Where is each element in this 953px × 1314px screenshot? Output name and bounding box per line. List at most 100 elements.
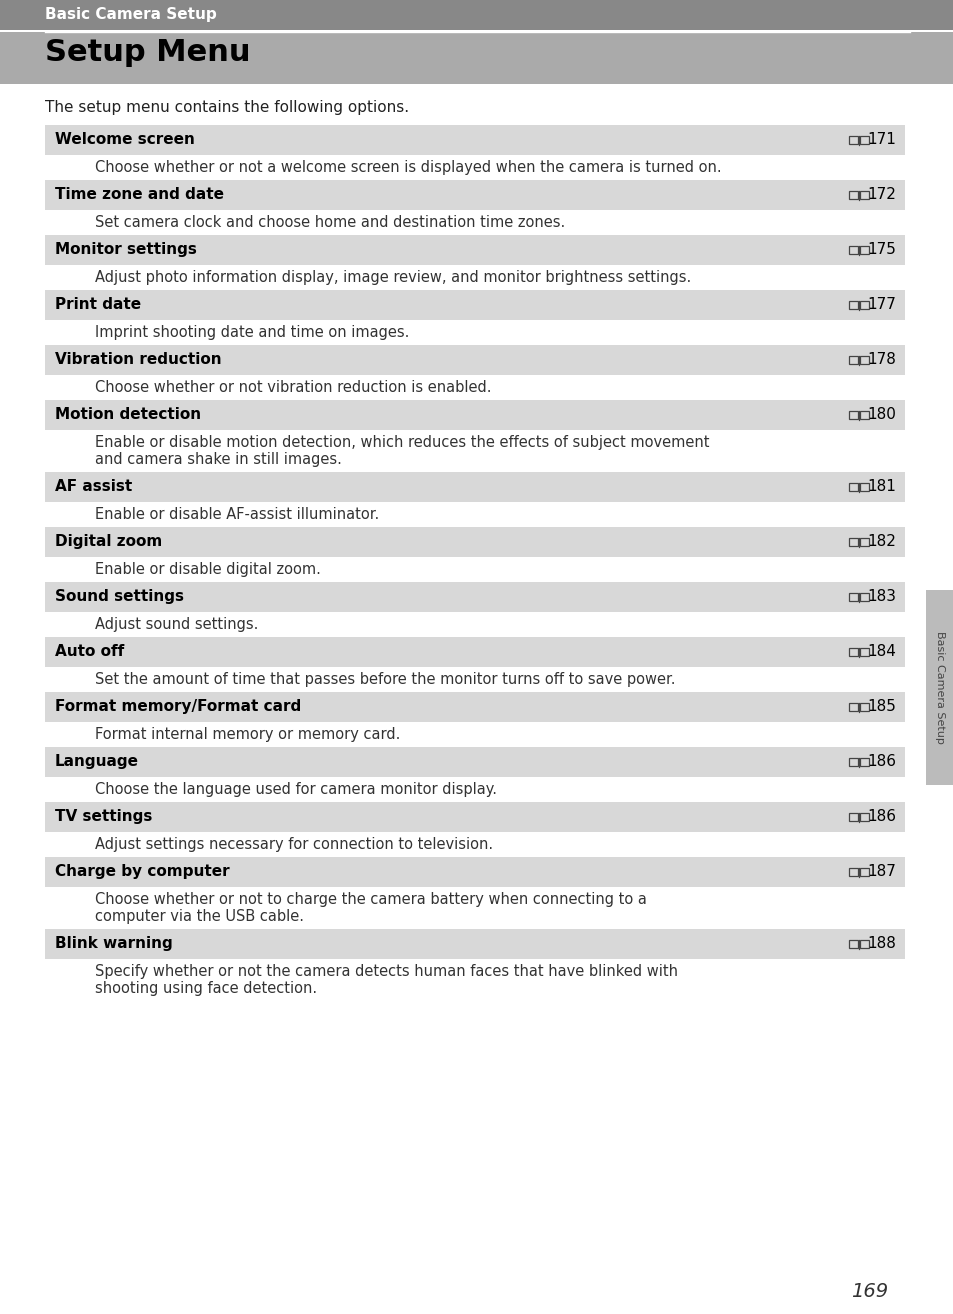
Text: 183: 183	[866, 589, 895, 604]
Bar	[45, 637, 904, 668]
Text: Format memory/Format card: Format memory/Format card	[55, 699, 301, 714]
Text: 184: 184	[866, 644, 895, 660]
Text: TV settings: TV settings	[55, 809, 152, 824]
Bar	[45, 692, 904, 721]
Bar	[848, 813, 858, 821]
Text: Digital zoom: Digital zoom	[55, 533, 162, 549]
Bar	[859, 941, 867, 947]
Text: 175: 175	[866, 242, 895, 258]
Text: Print date: Print date	[55, 297, 141, 311]
Bar	[848, 356, 858, 364]
Bar	[0, 0, 953, 30]
Text: Basic Camera Setup: Basic Camera Setup	[45, 7, 216, 22]
Bar	[848, 703, 858, 711]
Bar	[848, 301, 858, 309]
Bar	[848, 648, 858, 656]
Text: Choose whether or not vibration reduction is enabled.: Choose whether or not vibration reductio…	[95, 380, 491, 396]
Text: 186: 186	[866, 809, 895, 824]
Bar	[925, 590, 953, 784]
Bar	[45, 346, 904, 374]
Bar	[859, 539, 867, 545]
Bar	[848, 192, 858, 198]
Bar	[45, 180, 904, 210]
Text: 185: 185	[866, 699, 895, 714]
Bar	[859, 356, 867, 364]
Text: AF assist: AF assist	[55, 480, 132, 494]
Text: Choose the language used for camera monitor display.: Choose the language used for camera moni…	[95, 782, 497, 798]
Bar	[848, 411, 858, 419]
Bar	[848, 137, 858, 143]
Text: 182: 182	[866, 533, 895, 549]
Text: 178: 178	[866, 352, 895, 367]
Text: Adjust settings necessary for connection to television.: Adjust settings necessary for connection…	[95, 837, 493, 851]
Text: and camera shake in still images.: and camera shake in still images.	[95, 452, 341, 466]
Text: 169: 169	[850, 1282, 887, 1301]
Bar	[45, 125, 904, 155]
Text: Charge by computer: Charge by computer	[55, 865, 230, 879]
Text: Choose whether or not a welcome screen is displayed when the camera is turned on: Choose whether or not a welcome screen i…	[95, 160, 720, 175]
Text: Imprint shooting date and time on images.: Imprint shooting date and time on images…	[95, 325, 409, 340]
Text: computer via the USB cable.: computer via the USB cable.	[95, 909, 304, 924]
Bar	[848, 869, 858, 875]
Text: 171: 171	[866, 131, 895, 147]
Bar	[859, 758, 867, 766]
Text: Set the amount of time that passes before the monitor turns off to save power.: Set the amount of time that passes befor…	[95, 671, 675, 687]
Text: 177: 177	[866, 297, 895, 311]
Text: 181: 181	[866, 480, 895, 494]
Text: Adjust photo information display, image review, and monitor brightness settings.: Adjust photo information display, image …	[95, 269, 691, 285]
Text: The setup menu contains the following options.: The setup menu contains the following op…	[45, 100, 409, 116]
Bar	[859, 301, 867, 309]
Bar	[848, 758, 858, 766]
Bar	[859, 593, 867, 600]
Text: Choose whether or not to charge the camera battery when connecting to a: Choose whether or not to charge the came…	[95, 892, 646, 907]
Bar	[45, 472, 904, 502]
Bar	[45, 857, 904, 887]
Bar	[45, 290, 904, 321]
Text: Enable or disable digital zoom.: Enable or disable digital zoom.	[95, 562, 320, 577]
Bar	[859, 869, 867, 875]
Text: shooting using face detection.: shooting using face detection.	[95, 982, 316, 996]
Text: Specify whether or not the camera detects human faces that have blinked with: Specify whether or not the camera detect…	[95, 964, 678, 979]
Text: Adjust sound settings.: Adjust sound settings.	[95, 618, 258, 632]
Text: Auto off: Auto off	[55, 644, 124, 660]
Text: Basic Camera Setup: Basic Camera Setup	[934, 631, 944, 744]
Bar	[859, 246, 867, 254]
Bar	[45, 235, 904, 265]
Bar	[45, 802, 904, 832]
Text: 172: 172	[866, 187, 895, 202]
Text: Welcome screen: Welcome screen	[55, 131, 194, 147]
Text: 180: 180	[866, 407, 895, 422]
Text: Sound settings: Sound settings	[55, 589, 184, 604]
Bar	[859, 484, 867, 490]
Bar	[848, 941, 858, 947]
Bar	[848, 593, 858, 600]
Text: Enable or disable motion detection, which reduces the effects of subject movemen: Enable or disable motion detection, whic…	[95, 435, 709, 449]
Bar	[859, 192, 867, 198]
Text: 187: 187	[866, 865, 895, 879]
Bar	[859, 137, 867, 143]
Text: Vibration reduction: Vibration reduction	[55, 352, 221, 367]
Bar	[45, 746, 904, 777]
Text: Language: Language	[55, 754, 139, 769]
Text: Monitor settings: Monitor settings	[55, 242, 196, 258]
Bar	[859, 813, 867, 821]
Text: 186: 186	[866, 754, 895, 769]
Text: Set camera clock and choose home and destination time zones.: Set camera clock and choose home and des…	[95, 215, 565, 230]
Bar	[848, 484, 858, 490]
Text: Enable or disable AF-assist illuminator.: Enable or disable AF-assist illuminator.	[95, 507, 379, 522]
Bar	[859, 703, 867, 711]
Text: Motion detection: Motion detection	[55, 407, 201, 422]
Bar	[45, 399, 904, 430]
Bar	[848, 246, 858, 254]
Text: Format internal memory or memory card.: Format internal memory or memory card.	[95, 727, 400, 742]
Bar	[859, 648, 867, 656]
Text: Setup Menu: Setup Menu	[45, 38, 251, 67]
Text: 188: 188	[866, 936, 895, 951]
Bar	[0, 32, 953, 84]
Bar	[45, 929, 904, 959]
Bar	[848, 539, 858, 545]
Bar	[45, 582, 904, 612]
Bar	[859, 411, 867, 419]
Bar	[45, 527, 904, 557]
Text: Blink warning: Blink warning	[55, 936, 172, 951]
